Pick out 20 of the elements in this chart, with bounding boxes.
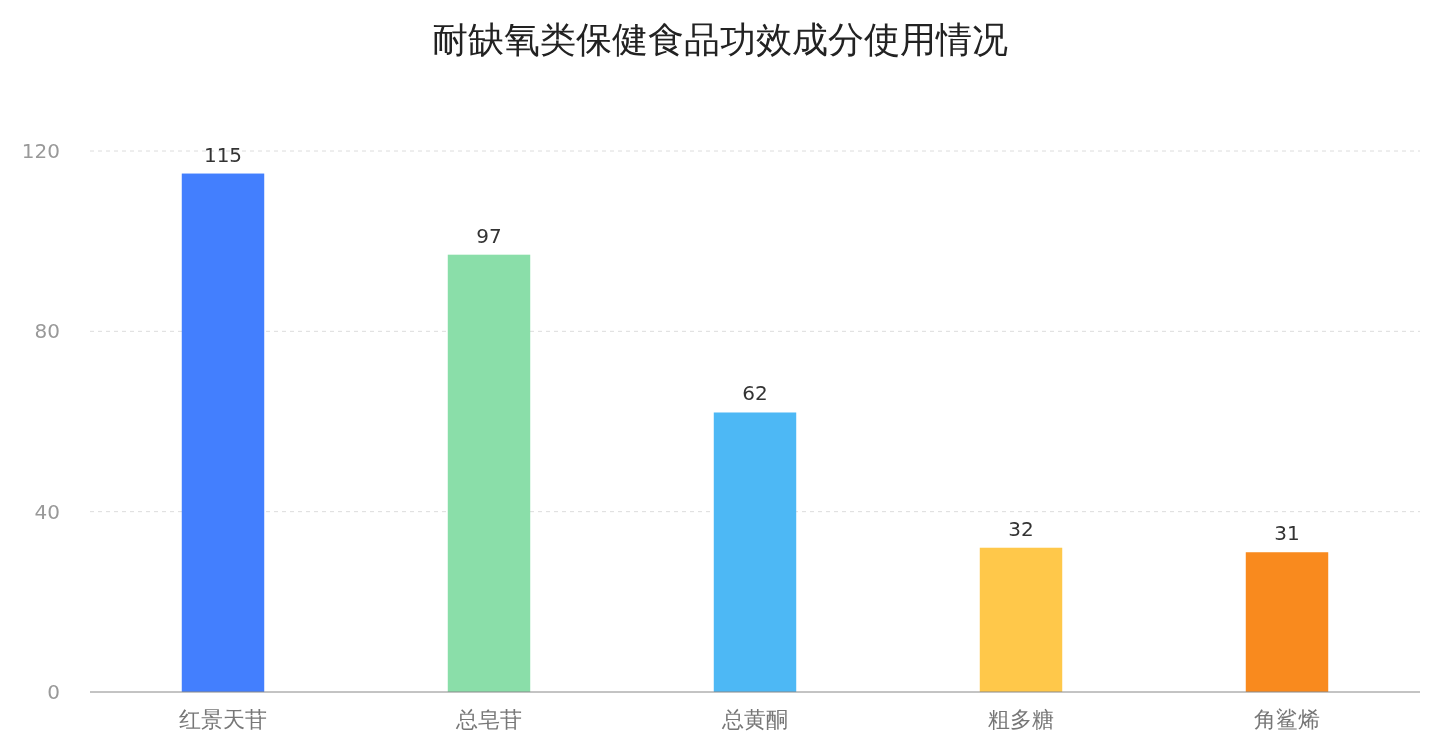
data-label: 62 — [742, 381, 768, 406]
y-tick-label: 40 — [34, 499, 60, 524]
data-label: 32 — [1008, 516, 1034, 541]
data-label: 115 — [203, 142, 243, 167]
x-tick-label: 总黄酮 — [721, 707, 788, 732]
data-label: 31 — [1274, 521, 1300, 546]
x-tick-label: 总皂苷 — [455, 707, 522, 732]
y-tick-label: 0 — [47, 680, 60, 704]
bar — [1245, 552, 1329, 692]
x-tick-label: 红景天苷 — [179, 707, 267, 732]
bar — [447, 254, 531, 692]
bar — [713, 412, 797, 692]
y-tick-label: 120 — [21, 139, 60, 163]
y-tick-label: 80 — [34, 319, 60, 344]
data-label: 97 — [476, 223, 502, 248]
chart-title: 耐缺氧类保健食品功效成分使用情况 — [432, 19, 1008, 60]
x-tick-label: 角鲨烯 — [1254, 707, 1320, 732]
bar — [979, 547, 1063, 692]
x-tick-label: 粗多糖 — [988, 707, 1054, 732]
bar — [181, 173, 265, 692]
